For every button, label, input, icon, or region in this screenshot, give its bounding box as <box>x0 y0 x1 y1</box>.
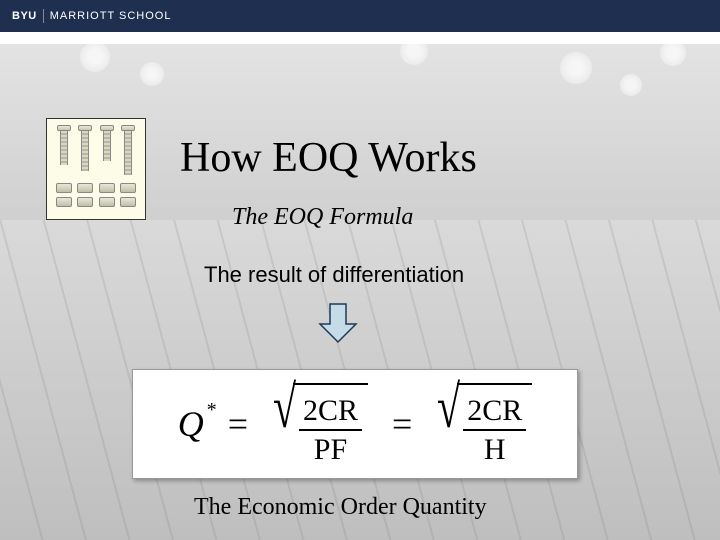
equals-1: = <box>228 403 248 445</box>
brand-secondary: MARRIOTT SCHOOL <box>50 10 172 22</box>
sqrt-term-1: √ 2CR PF <box>268 383 368 466</box>
bolts-nuts-icon <box>46 118 146 220</box>
lead-text: The result of differentiation <box>204 262 464 288</box>
flower-decoration <box>0 32 720 112</box>
formula-container: Q* = √ 2CR PF = √ 2CR <box>132 369 578 479</box>
down-arrow-icon <box>318 302 358 349</box>
brand-logo: BYU MARRIOTT SCHOOL <box>12 9 172 23</box>
footer-text: The Economic Order Quantity <box>194 494 487 521</box>
equals-2: = <box>392 403 412 445</box>
header-strip <box>0 32 720 44</box>
eoq-formula: Q* = √ 2CR PF = √ 2CR <box>178 383 533 466</box>
brand-primary: BYU <box>12 10 37 22</box>
sqrt-term-2: √ 2CR H <box>432 383 532 466</box>
slide-title: How EOQ Works <box>180 134 477 182</box>
slide-subtitle: The EOQ Formula <box>232 204 413 231</box>
formula-lhs: Q* <box>178 403 204 445</box>
header-bar: BYU MARRIOTT SCHOOL <box>0 0 720 32</box>
